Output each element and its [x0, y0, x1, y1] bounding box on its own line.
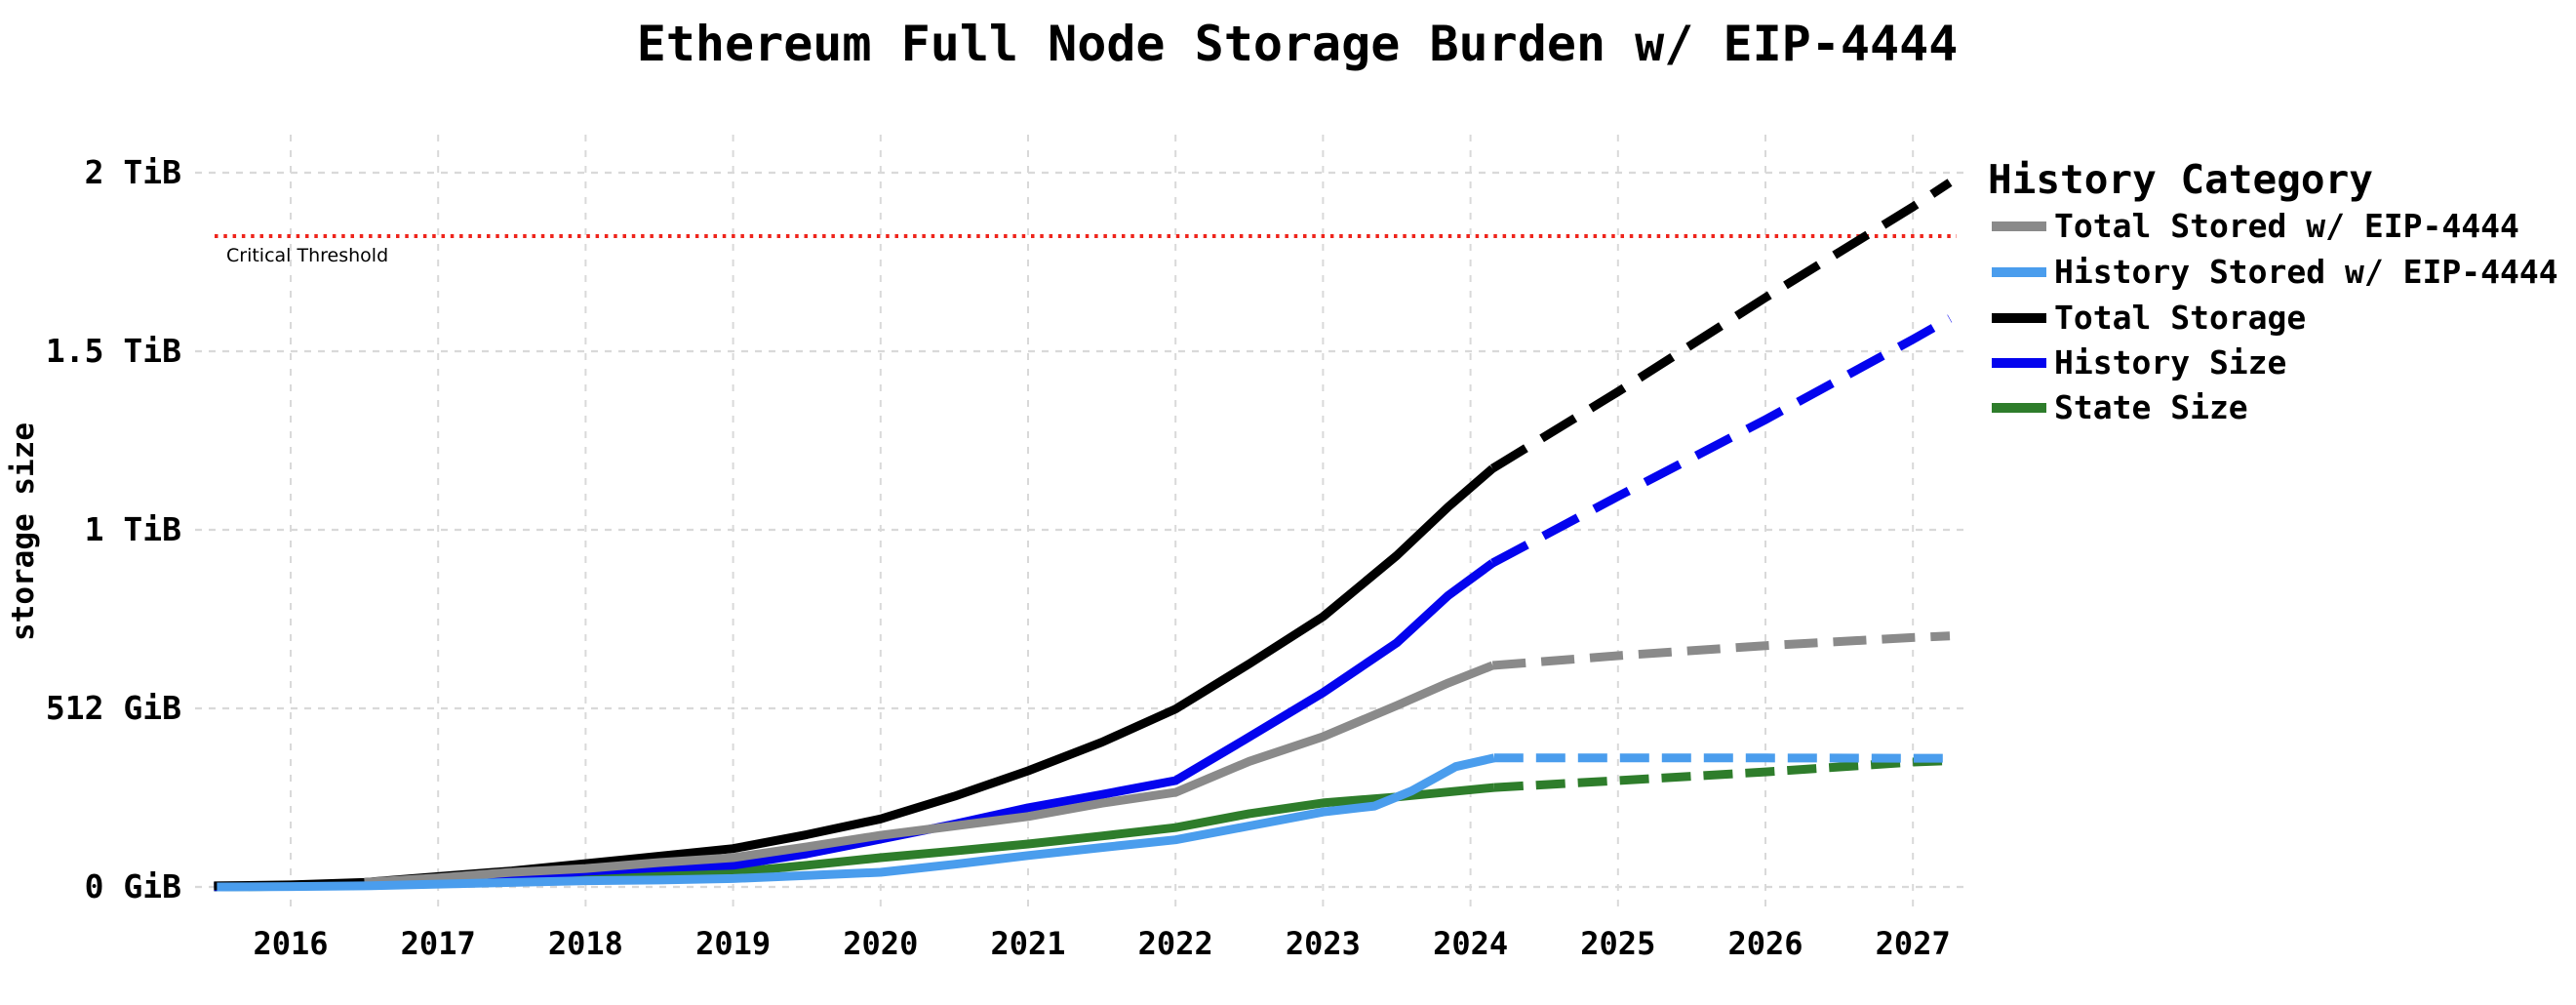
series-projected-state-size	[1493, 756, 1951, 792]
series-solid-total-stored-w-eip-4444	[364, 661, 1494, 887]
legend-label: Total Stored w/ EIP-4444	[2054, 207, 2519, 245]
y-tick-label: 2 TiB	[85, 153, 181, 191]
x-tick-label: 2024	[1433, 925, 1508, 962]
y-tick-label: 512 GiB	[46, 689, 181, 727]
axes: Ethereum Full Node Storage Burden w/ EIP…	[6, 16, 1958, 962]
series-projected-history-size	[1490, 314, 1953, 567]
y-tick-label: 0 GiB	[85, 867, 181, 905]
chart-title: Ethereum Full Node Storage Burden w/ EIP…	[637, 16, 1959, 72]
x-tick-label: 2018	[548, 925, 623, 962]
series-lines	[214, 179, 1953, 892]
legend-label: Total Storage	[2054, 299, 2306, 337]
x-tick-label: 2027	[1876, 925, 1951, 962]
legend-label: History Size	[2054, 343, 2286, 382]
series-solid-history-stored-w-eip-4444	[217, 753, 1495, 892]
legend-items: Total Stored w/ EIP-4444 History Stored w…	[1992, 207, 2558, 426]
legend-label: State Size	[2054, 388, 2248, 426]
grid	[195, 135, 1966, 912]
series-projected-total-stored-w-eip-4444	[1491, 631, 1951, 670]
critical-threshold: Critical Threshold	[215, 234, 1957, 266]
x-tick-label: 2017	[401, 925, 476, 962]
y-tick-label: 1 TiB	[85, 510, 181, 548]
critical-threshold-label: Critical Threshold	[226, 245, 388, 266]
y-tick-labels: 0 GiB 512 GiB 1 TiB 1.5 TiB 2 TiB	[46, 153, 181, 905]
y-axis-label: storage size	[6, 422, 41, 641]
x-tick-label: 2019	[695, 925, 771, 962]
legend-title: History Category	[1988, 156, 2373, 203]
legend: History Category Total Stored w/ EIP-444…	[1988, 156, 2558, 426]
series-solid-total-storage	[214, 464, 1496, 891]
x-tick-label: 2020	[843, 925, 918, 962]
y-tick-label: 1.5 TiB	[46, 332, 181, 370]
x-tick-label: 2026	[1727, 925, 1803, 962]
x-tick-label: 2021	[990, 925, 1065, 962]
x-tick-label: 2016	[253, 925, 328, 962]
x-tick-labels: 2016 2017 2018 2019 2020 2021 2022 2023 2024 2025…	[253, 925, 1950, 962]
x-tick-label: 2025	[1580, 925, 1655, 962]
x-tick-label: 2023	[1286, 925, 1361, 962]
x-tick-label: 2022	[1138, 925, 1213, 962]
legend-label: History Stored w/ EIP-4444	[2054, 253, 2558, 291]
series-projected-total-storage	[1489, 179, 1953, 472]
